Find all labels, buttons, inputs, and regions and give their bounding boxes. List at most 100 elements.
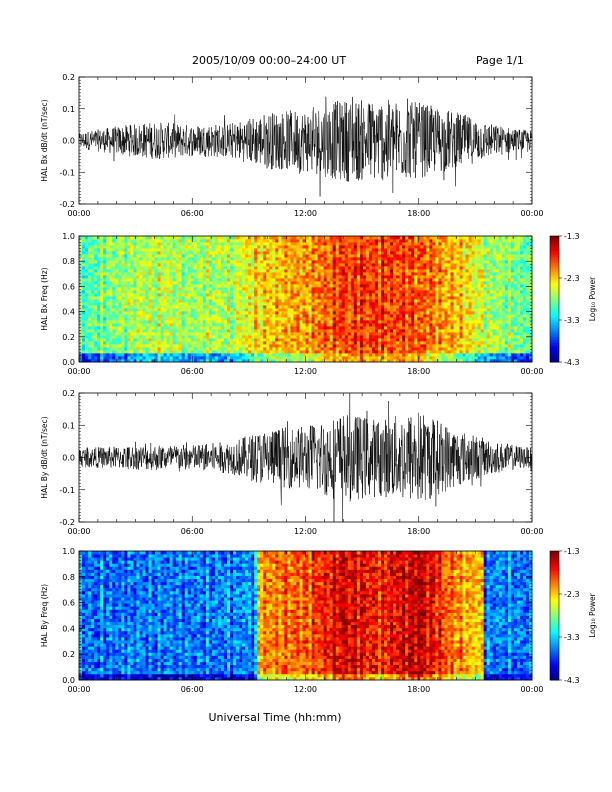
heatmap-cell [368, 242, 373, 246]
heatmap-cell [214, 299, 219, 303]
heatmap-cell [296, 317, 300, 321]
heatmap-cell [181, 341, 186, 345]
heatmap-cell [296, 356, 300, 360]
heatmap-cell [260, 251, 264, 255]
heatmap-cell [82, 308, 86, 312]
heatmap-cell [181, 290, 186, 294]
heatmap-cell [317, 293, 321, 297]
heatmap-cell [121, 320, 125, 324]
heatmap-cell [381, 263, 385, 267]
heatmap-cell [226, 320, 231, 324]
heatmap-cell [359, 311, 364, 315]
heatmap-cell [157, 344, 161, 348]
heatmap-cell [166, 290, 170, 294]
heatmap-cell [390, 281, 394, 285]
heatmap-cell [432, 323, 436, 327]
heatmap-cell [381, 317, 385, 321]
heatmap-cell [115, 278, 119, 282]
heatmap-cell [217, 356, 222, 360]
heatmap-cell [393, 317, 397, 321]
heatmap-cell [127, 245, 131, 249]
heatmap-cell [190, 305, 195, 309]
heatmap-cell [257, 341, 261, 345]
heatmap-cell [371, 326, 376, 330]
heatmap-cell [290, 251, 294, 255]
heatmap-cell [260, 239, 264, 243]
heatmap-cell [305, 293, 309, 297]
heatmap-cell [112, 335, 116, 339]
heatmap-cell [414, 356, 418, 360]
heatmap-cell [299, 248, 303, 252]
heatmap-cell [287, 299, 291, 303]
heatmap-cell [118, 248, 122, 252]
heatmap-cell [381, 335, 385, 339]
heatmap-cell [145, 254, 149, 258]
heatmap-cell [214, 350, 219, 354]
heatmap-cell [420, 356, 424, 360]
heatmap-cell [230, 341, 234, 345]
heatmap-cell [266, 275, 270, 279]
heatmap-cell [139, 299, 143, 303]
heatmap-cell [341, 302, 346, 306]
heatmap-cell [359, 242, 364, 246]
heatmap-cell [124, 326, 128, 330]
heatmap-cell [136, 281, 140, 285]
heatmap-cell [251, 314, 255, 318]
heatmap-cell [112, 341, 116, 345]
heatmap-cell [408, 332, 412, 336]
heatmap-cell [230, 308, 234, 312]
heatmap-cell [178, 284, 183, 288]
heatmap-cell [208, 260, 213, 264]
heatmap-cell [426, 311, 430, 315]
heatmap-cell [187, 320, 192, 324]
heatmap-cell [175, 332, 180, 336]
heatmap-cell [290, 332, 294, 336]
heatmap-cell [127, 350, 131, 354]
heatmap-cell [145, 284, 149, 288]
heatmap-cell [196, 350, 201, 354]
heatmap-cell [371, 335, 376, 339]
heatmap-cell [157, 305, 161, 309]
heatmap-cell [356, 338, 361, 342]
heatmap-cell [142, 299, 146, 303]
heatmap-cell [426, 335, 430, 339]
heatmap-cell [263, 263, 267, 267]
heatmap-cell [299, 320, 303, 324]
heatmap-cell [396, 326, 400, 330]
heatmap-cell [226, 326, 231, 330]
heatmap-cell [420, 254, 424, 258]
heatmap-cell [356, 245, 361, 249]
heatmap-cell [139, 284, 143, 288]
heatmap-cell [296, 269, 300, 273]
heatmap-cell [411, 335, 415, 339]
heatmap-cell [284, 353, 288, 357]
heatmap-cell [130, 302, 134, 306]
heatmap-cell [405, 302, 409, 306]
heatmap-cell [323, 356, 328, 360]
heatmap-cell [435, 254, 439, 258]
heatmap-cell [390, 311, 394, 315]
heatmap-cell [217, 320, 222, 324]
heatmap-cell [266, 317, 270, 321]
heatmap-cell [393, 269, 397, 273]
heatmap-cell [408, 254, 412, 258]
heatmap-cell [417, 311, 421, 315]
heatmap-cell [296, 326, 300, 330]
heatmap-cell [118, 269, 122, 273]
heatmap-cell [133, 311, 137, 315]
heatmap-cell [356, 236, 361, 240]
heatmap-cell [362, 236, 367, 240]
heatmap-cell [371, 320, 376, 324]
heatmap-cell [254, 344, 258, 348]
heatmap-cell [314, 272, 318, 276]
heatmap-cell [293, 275, 297, 279]
heatmap-cell [266, 287, 270, 291]
heatmap-cell [100, 248, 104, 252]
heatmap-cell [133, 248, 137, 252]
heatmap-cell [260, 335, 264, 339]
heatmap-cell [223, 344, 228, 348]
heatmap-cell [402, 308, 406, 312]
heatmap-cell [299, 347, 303, 351]
heatmap-cell [226, 329, 231, 333]
heatmap-cell [432, 329, 436, 333]
